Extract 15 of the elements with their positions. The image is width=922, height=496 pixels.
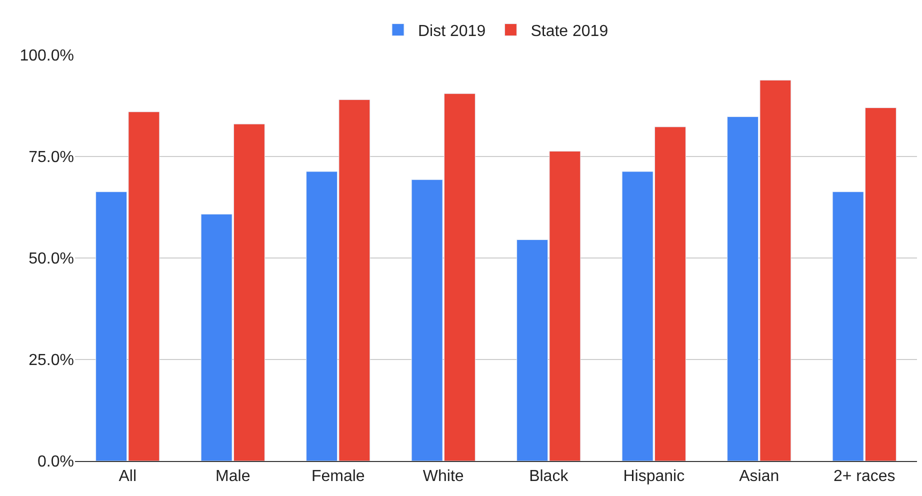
y-tick-label: 50.0% (28, 250, 74, 268)
x-tick-label: 2+ races (833, 468, 896, 486)
x-tick-label: Female (311, 468, 365, 486)
x-tick-label: Male (216, 468, 250, 486)
y-tick-label: 100.0% (20, 48, 74, 65)
y-tick-label: 75.0% (28, 149, 74, 166)
x-tick-label: Hispanic (623, 468, 685, 486)
x-tick-label: White (422, 468, 464, 486)
x-tick-label: Asian (739, 468, 780, 486)
y-tick-label: 0.0% (38, 454, 74, 471)
x-tick-label: Black (529, 468, 570, 486)
legend-label: State 2019 (530, 23, 608, 40)
legend-label: Dist 2019 (418, 23, 486, 40)
y-tick-label: 25.0% (28, 352, 74, 370)
x-tick-label: All (118, 468, 137, 486)
